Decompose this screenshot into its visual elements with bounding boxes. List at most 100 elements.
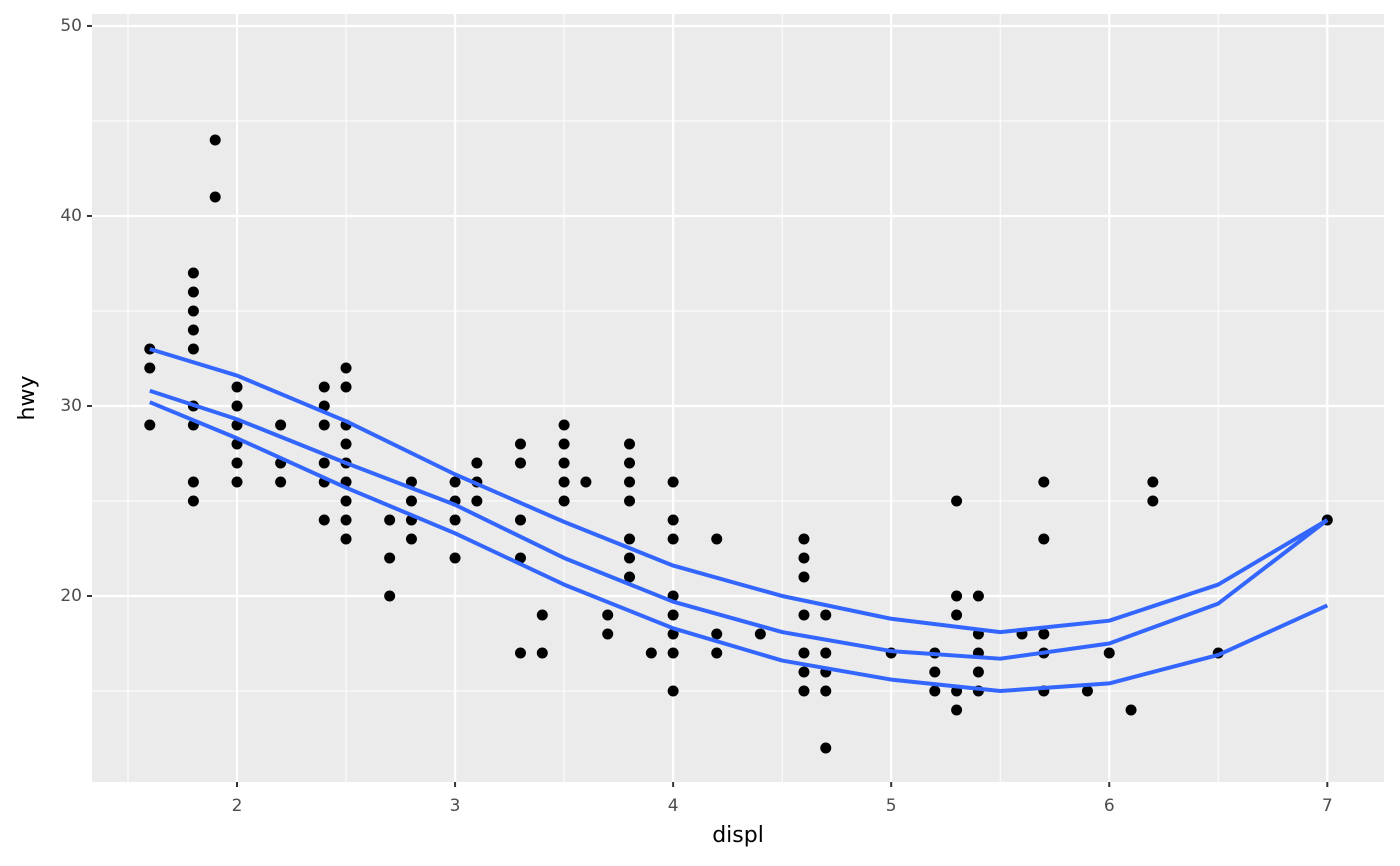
point	[929, 685, 941, 697]
point	[951, 704, 963, 716]
point	[1103, 647, 1115, 659]
point	[624, 533, 636, 545]
point	[144, 419, 156, 431]
point	[318, 381, 330, 393]
point	[471, 495, 483, 507]
point	[624, 571, 636, 583]
point	[624, 438, 636, 450]
point	[558, 476, 570, 488]
point	[209, 134, 221, 146]
point	[1038, 476, 1050, 488]
point	[318, 457, 330, 469]
fit-line	[149, 388, 1329, 661]
point	[667, 533, 679, 545]
point	[1147, 495, 1159, 507]
point	[1147, 476, 1159, 488]
point	[645, 647, 657, 659]
x-tick-label: 6	[1104, 796, 1115, 816]
point	[1081, 685, 1093, 697]
point	[711, 533, 723, 545]
point	[798, 647, 810, 659]
point	[972, 666, 984, 678]
point	[514, 457, 526, 469]
fit-line	[149, 400, 1329, 693]
point	[820, 742, 832, 754]
point	[558, 419, 570, 431]
point	[711, 647, 723, 659]
point	[951, 590, 963, 602]
point	[624, 457, 636, 469]
y-tick-label: 20	[60, 586, 82, 606]
point	[798, 552, 810, 564]
point	[187, 495, 199, 507]
point	[340, 533, 352, 545]
point	[1038, 628, 1050, 640]
point	[405, 476, 417, 488]
point	[318, 400, 330, 412]
point	[340, 362, 352, 374]
point	[187, 305, 199, 317]
x-tick-label: 7	[1322, 796, 1333, 816]
point	[471, 457, 483, 469]
y-tick-label: 30	[60, 396, 82, 416]
point	[558, 438, 570, 450]
point	[820, 647, 832, 659]
point	[624, 552, 636, 564]
point	[624, 495, 636, 507]
point	[602, 609, 614, 621]
point	[449, 514, 461, 526]
point	[340, 381, 352, 393]
point	[275, 419, 287, 431]
point	[667, 647, 679, 659]
point	[231, 476, 243, 488]
point	[187, 324, 199, 336]
point	[558, 457, 570, 469]
point	[231, 381, 243, 393]
point	[667, 609, 679, 621]
point	[187, 286, 199, 298]
point	[340, 438, 352, 450]
point	[318, 514, 330, 526]
point	[340, 514, 352, 526]
point	[449, 552, 461, 564]
y-tick-label: 40	[60, 206, 82, 226]
y-axis-title: hwy	[15, 376, 40, 421]
point	[384, 514, 396, 526]
point	[667, 685, 679, 697]
x-tick-label: 5	[886, 796, 897, 816]
point	[1038, 533, 1050, 545]
point	[798, 571, 810, 583]
point	[667, 476, 679, 488]
point	[231, 457, 243, 469]
point	[231, 400, 243, 412]
point	[1125, 704, 1137, 716]
point	[711, 628, 723, 640]
x-axis-title: displ	[712, 823, 764, 848]
x-tick-label: 3	[450, 796, 461, 816]
x-tick-label: 2	[232, 796, 243, 816]
y-tick-label: 50	[60, 16, 82, 36]
point	[798, 666, 810, 678]
point	[514, 514, 526, 526]
point	[187, 267, 199, 279]
point	[580, 476, 592, 488]
point	[667, 628, 679, 640]
point	[514, 438, 526, 450]
point	[405, 533, 417, 545]
point	[187, 343, 199, 355]
panel	[92, 14, 1384, 782]
point	[384, 552, 396, 564]
point	[405, 495, 417, 507]
point	[187, 476, 199, 488]
point	[972, 590, 984, 602]
point	[820, 685, 832, 697]
point	[798, 609, 810, 621]
point	[514, 647, 526, 659]
point	[558, 495, 570, 507]
point	[144, 362, 156, 374]
point	[951, 495, 963, 507]
point	[340, 495, 352, 507]
point	[209, 191, 221, 203]
